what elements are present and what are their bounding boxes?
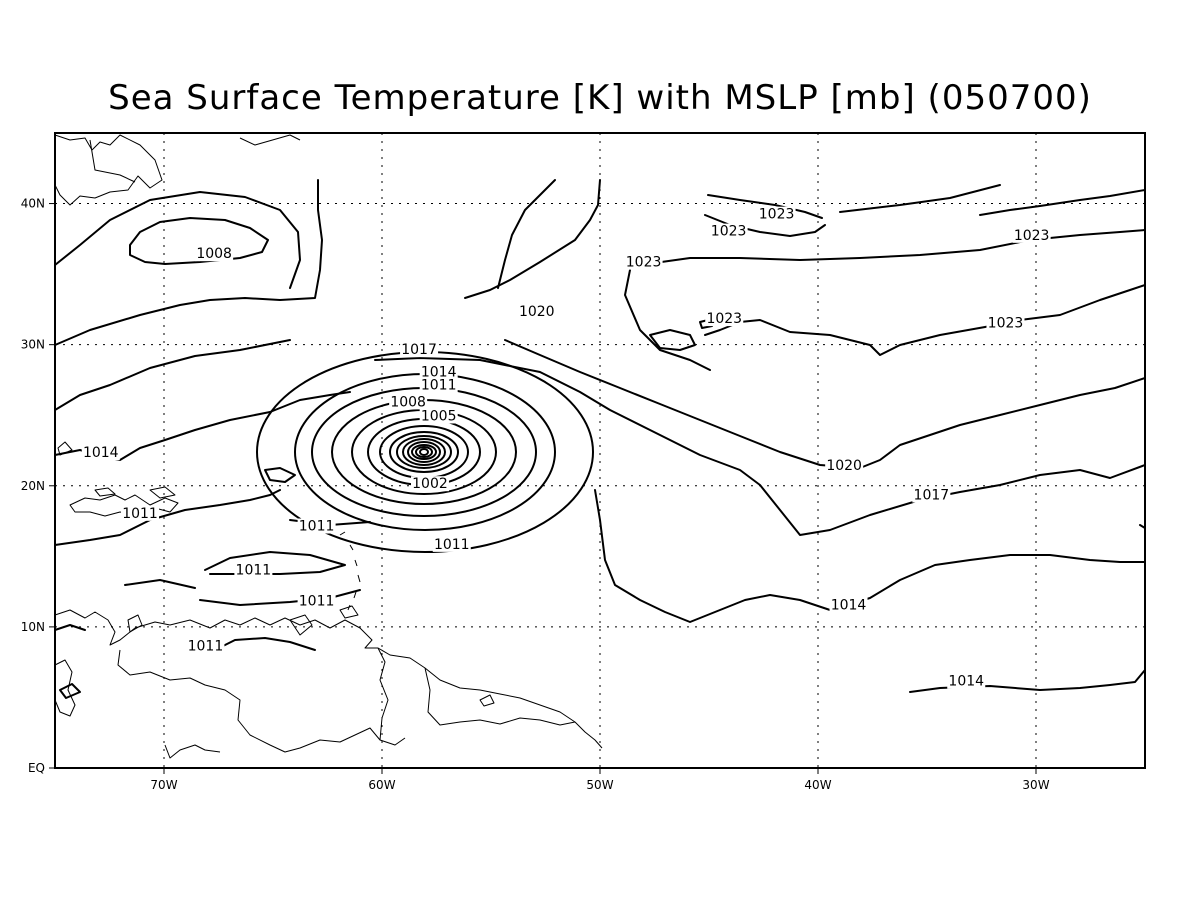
x-tick-label: 50W [586, 778, 613, 792]
isobar-contours [54, 179, 1146, 699]
contour-label: 1011 [297, 593, 336, 609]
contour-label-text: 1017 [401, 342, 437, 358]
coastlines [54, 134, 603, 759]
contour-label-text: 1011 [421, 377, 457, 393]
contour-label: 1005 [419, 408, 458, 424]
contour-label-bg [1012, 227, 1051, 243]
contour-label-bg [121, 505, 160, 521]
y-tick-label: 30N [21, 338, 45, 352]
contour-label-text: 1017 [914, 487, 950, 503]
contour-label-bg [419, 364, 458, 380]
contour-label-bg [986, 315, 1025, 331]
contour-label-bg [829, 597, 868, 613]
contour-label-bg [234, 562, 273, 578]
contour-label-bg [517, 304, 556, 320]
contour-label-text: 1011 [236, 562, 272, 578]
contour-label: 1023 [705, 311, 744, 327]
contour-label-bg [705, 311, 744, 327]
contour-label: 1023 [757, 206, 796, 223]
contour-label: 1017 [400, 342, 439, 358]
x-tick-label: 70W [150, 778, 177, 792]
contour-label: 1002 [410, 476, 449, 492]
contour-label: 1011 [234, 562, 273, 578]
contour-label: 1020 [825, 457, 864, 474]
contour-label-text: 1005 [421, 408, 457, 424]
contour-label-text: 1023 [1014, 228, 1050, 244]
contour-label: 1023 [709, 223, 748, 240]
contour-label-bg [825, 457, 864, 473]
contour-label-text: 1011 [299, 519, 335, 535]
contour-label-text: 1023 [626, 255, 662, 271]
contour-label: 1008 [389, 394, 428, 410]
contour-label-bg [432, 536, 471, 552]
contour-label-text: 1008 [390, 394, 426, 410]
contour-label-bg [419, 377, 458, 393]
contour-label: 1023 [624, 254, 663, 271]
contour-label: 1014 [81, 445, 120, 461]
contour-label-bg [81, 445, 120, 461]
contour-label-bg [757, 206, 796, 222]
contour-label-text: 1008 [196, 246, 232, 262]
contour-label-text: 1014 [831, 598, 867, 614]
contour-label: 1023 [986, 315, 1025, 331]
contour-label: 1014 [419, 364, 458, 381]
y-axis-ticks: EQ 10N 20N 30N 40N [21, 197, 55, 775]
contour-label-bg [709, 223, 748, 239]
contour-label-text: 1014 [83, 445, 119, 461]
x-axis-ticks: 70W 60W 50W 40W 30W [150, 768, 1050, 792]
contour-label: 1014 [947, 673, 986, 690]
contour-label-bg [410, 476, 449, 492]
contour-label-text: 1023 [988, 315, 1024, 331]
contour-label: 1011 [432, 536, 471, 553]
contour-label-bg [400, 342, 439, 358]
contour-label: 1020 [517, 304, 556, 320]
contour-label: 1011 [121, 505, 160, 522]
contour-label-text: 1011 [434, 537, 470, 553]
contour-label-bg [297, 518, 336, 534]
contour-label-text: 1011 [299, 593, 335, 609]
contour-label-text: 1011 [122, 506, 158, 522]
contour-label-bg [186, 638, 225, 654]
y-tick-label: EQ [28, 761, 45, 775]
contour-label-bg [912, 487, 951, 503]
contour-label-text: 1011 [188, 638, 224, 654]
contour-label: 1008 [195, 246, 234, 262]
contour-label: 1023 [1012, 227, 1051, 244]
contour-label-bg [389, 394, 428, 410]
x-tick-label: 30W [1022, 778, 1049, 792]
contour-label-text: 1014 [948, 674, 984, 690]
contour-label: 1011 [419, 377, 458, 393]
contour-label-text: 1014 [421, 365, 457, 381]
contour-label-text: 1002 [412, 476, 448, 492]
contour-label-bg [419, 408, 458, 424]
contour-label: 1011 [186, 638, 225, 654]
map-title: Sea Surface Temperature [K] with MSLP [m… [108, 78, 1092, 118]
contour-label: 1011 [297, 518, 336, 535]
x-tick-label: 40W [804, 778, 831, 792]
contour-label: 1017 [912, 487, 951, 503]
contour-label-text: 1023 [711, 224, 747, 240]
contour-label-bg [297, 593, 336, 609]
contour-label-bg [195, 246, 234, 262]
contour-labels: 1008 1020 1023 1023 1023 1023 1023 1023 1017 1014… [81, 206, 1051, 690]
contour-label-bg [624, 254, 663, 270]
x-tick-label: 60W [368, 778, 395, 792]
contour-label-text: 1020 [519, 304, 555, 320]
contour-label-text: 1020 [826, 458, 862, 474]
contour-label: 1014 [829, 597, 868, 614]
y-tick-label: 40N [21, 197, 45, 211]
y-tick-label: 20N [21, 479, 45, 493]
contour-label-bg [947, 673, 986, 689]
contour-label-text: 1023 [706, 311, 742, 327]
y-tick-label: 10N [21, 620, 45, 634]
contour-label-text: 1023 [759, 207, 795, 223]
